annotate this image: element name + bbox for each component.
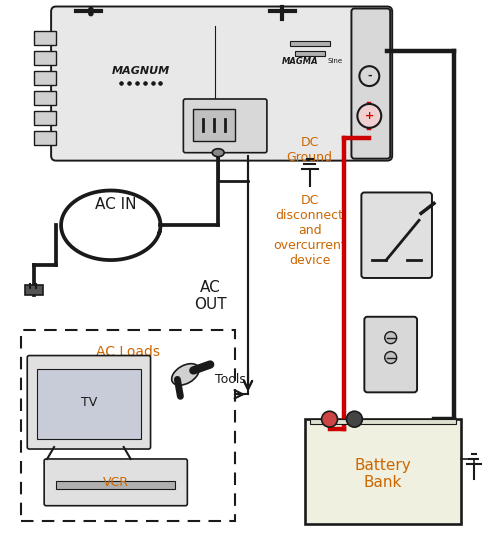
Text: AC IN: AC IN — [95, 198, 136, 212]
Circle shape — [360, 66, 379, 86]
Circle shape — [347, 411, 363, 427]
Bar — [56, 481, 175, 489]
Text: VCR: VCR — [103, 476, 129, 489]
FancyBboxPatch shape — [352, 8, 390, 159]
Bar — [305, 419, 461, 524]
Text: MAGNUM: MAGNUM — [112, 66, 170, 76]
Bar — [37, 369, 140, 439]
Circle shape — [322, 411, 338, 427]
Bar — [25, 285, 43, 295]
Text: MAGMA: MAGMA — [281, 57, 318, 66]
FancyBboxPatch shape — [44, 459, 187, 506]
Bar — [34, 111, 56, 125]
Text: AC
OUT: AC OUT — [194, 280, 227, 312]
FancyBboxPatch shape — [365, 317, 417, 393]
FancyBboxPatch shape — [51, 7, 392, 161]
Text: DC
disconnect
and
overcurrent
device: DC disconnect and overcurrent device — [273, 194, 346, 267]
Bar — [34, 131, 56, 145]
Text: -: - — [367, 71, 372, 81]
Bar — [310, 419, 456, 424]
Ellipse shape — [212, 149, 224, 156]
Bar — [34, 91, 56, 105]
FancyBboxPatch shape — [183, 99, 267, 153]
Text: Tools: Tools — [215, 373, 246, 386]
Ellipse shape — [172, 363, 199, 385]
Text: TV: TV — [81, 396, 97, 409]
Circle shape — [385, 351, 397, 363]
Bar — [34, 31, 56, 45]
Bar — [295, 51, 325, 56]
Bar — [290, 41, 330, 46]
Circle shape — [358, 104, 381, 128]
Text: DC
Ground: DC Ground — [287, 136, 333, 164]
Bar — [34, 71, 56, 85]
FancyBboxPatch shape — [362, 193, 432, 278]
Text: Battery
Bank: Battery Bank — [355, 458, 411, 490]
Text: AC Loads: AC Loads — [96, 345, 160, 358]
Text: Sine: Sine — [328, 58, 343, 64]
Circle shape — [385, 332, 397, 344]
Text: +: + — [365, 111, 374, 121]
Bar — [21, 330, 235, 520]
Bar — [193, 109, 235, 141]
Bar — [34, 51, 56, 65]
FancyBboxPatch shape — [27, 356, 150, 449]
